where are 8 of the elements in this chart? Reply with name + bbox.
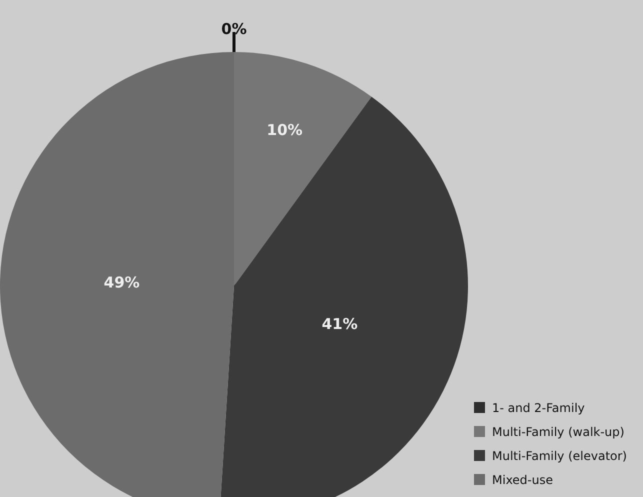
text: 0%	[221, 20, 247, 38]
legend-label: Multi-Family (walk-up)	[492, 425, 624, 439]
data-label: 10%	[266, 121, 303, 140]
legend-label: 1- and 2-Family	[492, 401, 585, 415]
legend-label: Multi-Family (elevator)	[492, 449, 627, 463]
data-label: 49%	[104, 273, 140, 292]
data-label: 41%	[322, 315, 358, 334]
legend-label: Mixed-use	[492, 473, 553, 487]
